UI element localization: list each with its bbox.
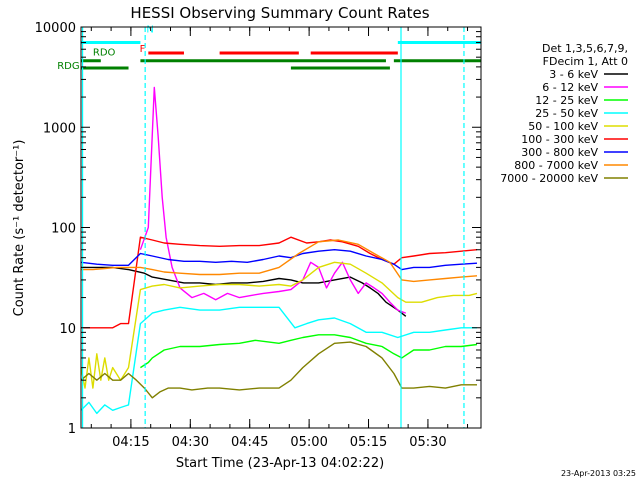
y-tick-label: 1 [68, 422, 76, 437]
series-line [81, 266, 407, 317]
series-line [80, 306, 477, 415]
y-tick-label: 10000 [35, 21, 76, 36]
y-tick-label: 1000 [43, 121, 76, 136]
chart-title: HESSI Observing Summary Count Rates [130, 4, 429, 22]
x-axis: 04:15 04:30 04:45 05:00 05:15 05:30 [90, 27, 469, 450]
legend-entry-label: 100 - 300 keV [521, 133, 598, 146]
legend-header-line-2: FDecim 1, Att 0 [543, 55, 628, 68]
x-tick-label: 05:30 [409, 435, 446, 450]
series-line [140, 334, 478, 369]
series-lines [80, 86, 478, 415]
legend-entry-label: 7000 - 20000 keV [500, 172, 598, 185]
flag-label: RDO [93, 47, 116, 58]
series-line [81, 239, 478, 283]
y-tick-label: 100 [51, 222, 76, 237]
x-axis-label: Start Time (23-Apr-13 04:02:22) [176, 456, 384, 471]
legend-entry-label: 6 - 12 keV [542, 81, 598, 94]
legend-entry-label: 12 - 25 keV [535, 94, 598, 107]
x-tick-label: 04:30 [172, 435, 209, 450]
y-axis-label: Count Rate (s⁻¹ detector⁻¹) [12, 140, 27, 317]
legend: Det 1,3,5,6,7,9, FDecim 1, Att 0 3 - 6 k… [500, 42, 628, 185]
series-line [81, 236, 478, 329]
legend-entry-label: 3 - 6 keV [549, 68, 598, 81]
flag-vertical-lines [81, 27, 465, 428]
y-axis: 1 10 100 1000 10000 [35, 21, 481, 437]
series-line [80, 341, 477, 399]
legend-entry-label: 50 - 100 keV [528, 120, 598, 133]
x-tick-label: 04:45 [231, 435, 268, 450]
flag-label: N [146, 25, 153, 36]
legend-entry-label: 25 - 50 keV [535, 107, 598, 120]
series-line [80, 261, 478, 389]
x-tick-label: 05:15 [350, 435, 387, 450]
y-tick-label: 10 [59, 322, 76, 337]
legend-entry-label: 800 - 7000 keV [514, 159, 598, 172]
x-tick-label: 04:15 [112, 435, 149, 450]
flag-label: RDG [57, 61, 79, 72]
footer-timestamp: 23-Apr-2013 03:25 [561, 469, 636, 478]
series-line [139, 86, 407, 314]
series-line [80, 248, 478, 271]
flag-bars: NF RDO RDG [57, 25, 481, 72]
x-tick-label: 05:00 [290, 435, 327, 450]
legend-header-line-1: Det 1,3,5,6,7,9, [542, 42, 628, 55]
flag-label: F [140, 44, 146, 55]
legend-entry-label: 300 - 800 keV [521, 146, 598, 159]
